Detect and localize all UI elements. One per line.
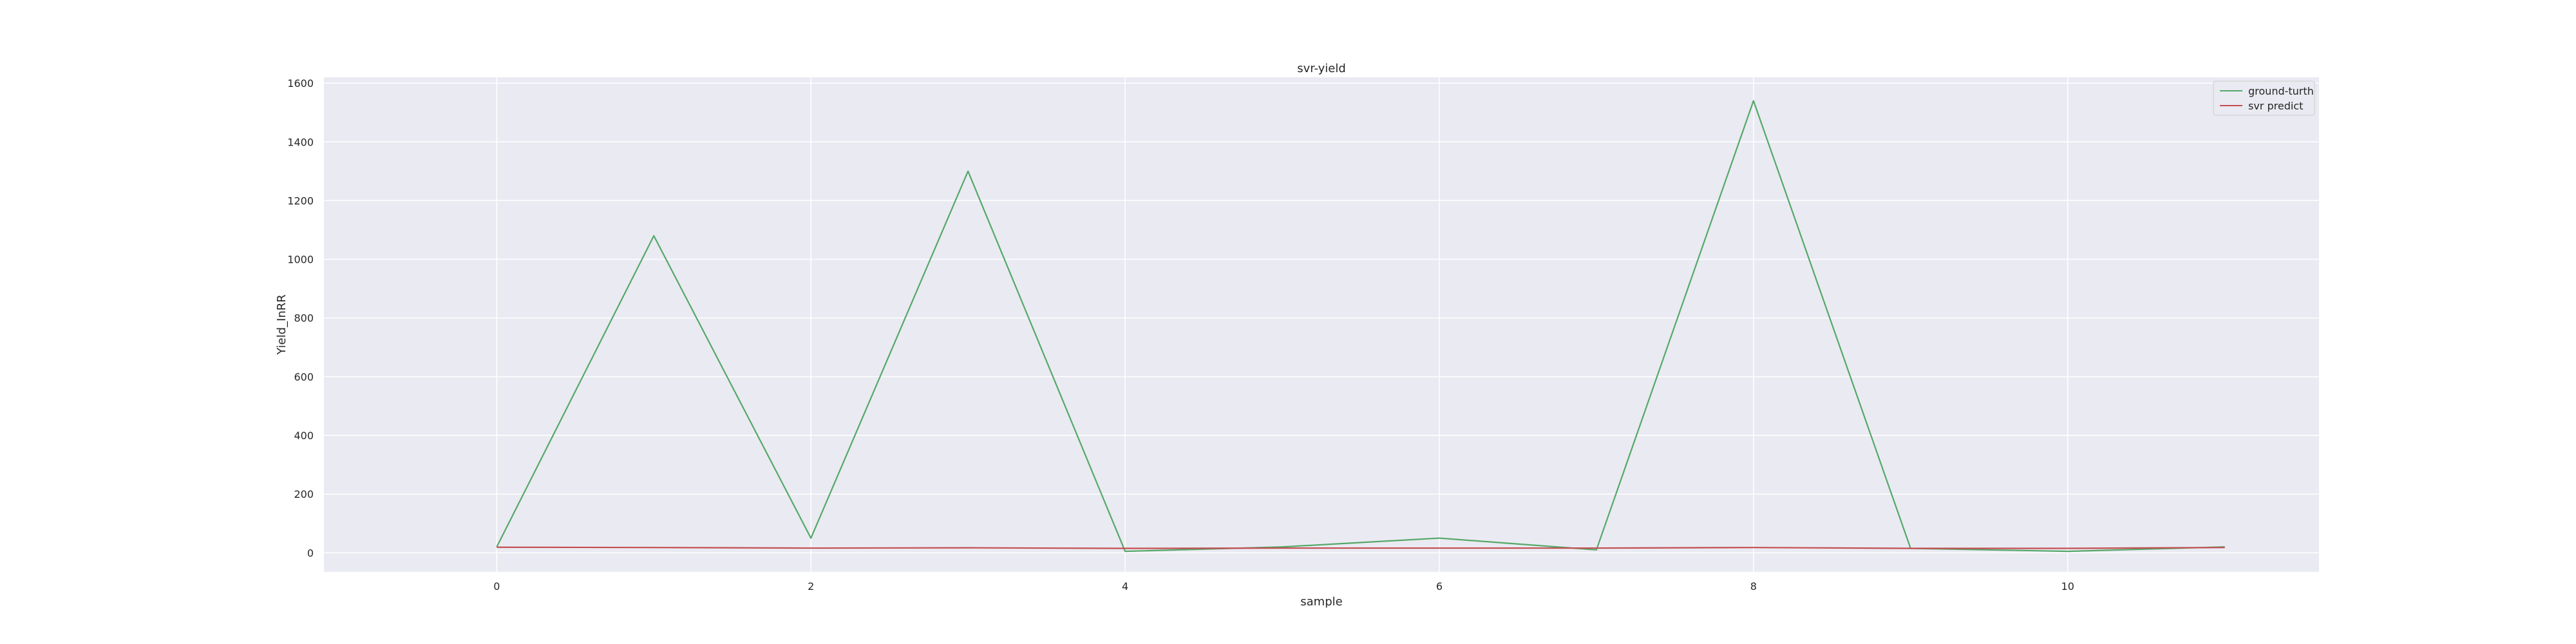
x-axis-label: sample bbox=[1300, 595, 1342, 609]
x-tick-label: 6 bbox=[1436, 580, 1443, 592]
x-tick-label: 10 bbox=[2061, 580, 2074, 592]
x-tick-label: 8 bbox=[1750, 580, 1757, 592]
plot-background bbox=[324, 77, 2319, 572]
legend: ground-turth svr predict bbox=[2213, 80, 2315, 116]
legend-label-svr-predict: svr predict bbox=[2248, 100, 2303, 112]
x-tick-label: 4 bbox=[1122, 580, 1128, 592]
y-tick-label: 1000 bbox=[287, 254, 314, 266]
legend-box bbox=[2213, 80, 2315, 116]
x-grid bbox=[496, 77, 2069, 572]
y-tick-label: 1200 bbox=[287, 194, 314, 207]
chart-title: svr-yield bbox=[1297, 62, 1346, 75]
series-line-svr-predict bbox=[497, 546, 2225, 549]
y-tick-label: 1600 bbox=[287, 77, 314, 90]
y-tick-label: 400 bbox=[294, 430, 314, 442]
legend-label-ground-turth: ground-turth bbox=[2248, 85, 2314, 97]
y-tick-label: 0 bbox=[307, 547, 314, 559]
x-tick-labels: 0 2 4 6 8 10 bbox=[493, 580, 2074, 592]
y-tick-labels: 0 200 400 600 800 1000 1200 1400 1600 bbox=[287, 77, 314, 559]
y-tick-label: 800 bbox=[294, 312, 314, 325]
y-tick-label: 200 bbox=[294, 488, 314, 500]
y-grid bbox=[324, 82, 2319, 554]
series-layer bbox=[496, 100, 2225, 553]
y-tick-label: 1400 bbox=[287, 136, 314, 148]
x-tick-label: 2 bbox=[808, 580, 814, 592]
y-axis-label: Yield_InRR bbox=[275, 294, 289, 355]
x-tick-label: 0 bbox=[493, 580, 500, 592]
y-tick-label: 600 bbox=[294, 371, 314, 383]
